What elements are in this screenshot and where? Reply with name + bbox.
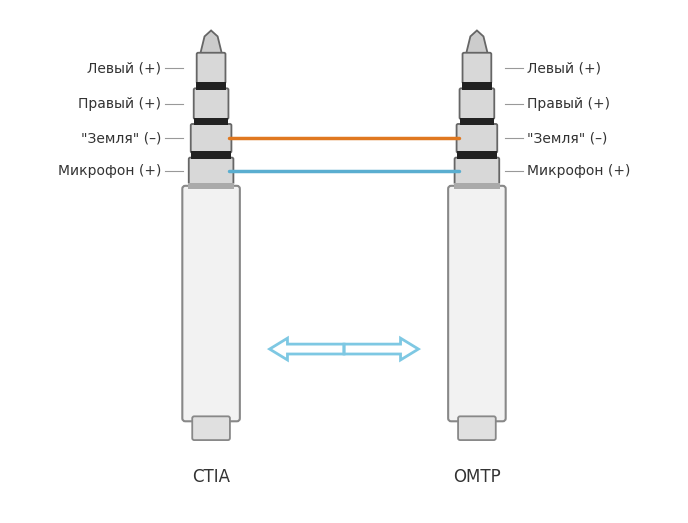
Text: Правый (+): Правый (+) (78, 97, 162, 111)
Text: "Земля" (–): "Земля" (–) (81, 131, 162, 145)
Text: OMTP: OMTP (453, 468, 501, 486)
FancyBboxPatch shape (197, 53, 226, 83)
Text: Микрофон (+): Микрофон (+) (58, 164, 162, 178)
Bar (462, 82, 492, 90)
FancyBboxPatch shape (460, 88, 494, 119)
Bar (191, 151, 231, 159)
FancyBboxPatch shape (462, 53, 491, 83)
FancyBboxPatch shape (458, 416, 496, 440)
Text: Микрофон (+): Микрофон (+) (526, 164, 630, 178)
Polygon shape (200, 30, 222, 54)
Bar (189, 183, 234, 189)
FancyBboxPatch shape (448, 186, 506, 422)
FancyBboxPatch shape (189, 157, 233, 184)
Polygon shape (466, 30, 488, 54)
Bar (457, 151, 497, 159)
FancyBboxPatch shape (192, 416, 230, 440)
Text: Левый (+): Левый (+) (87, 61, 162, 75)
FancyBboxPatch shape (455, 157, 499, 184)
Bar (196, 82, 226, 90)
FancyBboxPatch shape (191, 124, 231, 153)
FancyBboxPatch shape (182, 186, 240, 422)
FancyBboxPatch shape (457, 124, 497, 153)
FancyBboxPatch shape (194, 88, 228, 119)
Text: CTIA: CTIA (192, 468, 230, 486)
Bar (454, 183, 499, 189)
Text: Левый (+): Левый (+) (526, 61, 601, 75)
Bar (194, 118, 228, 126)
Bar (460, 118, 494, 126)
Text: "Земля" (–): "Земля" (–) (526, 131, 607, 145)
Text: Правый (+): Правый (+) (526, 97, 610, 111)
